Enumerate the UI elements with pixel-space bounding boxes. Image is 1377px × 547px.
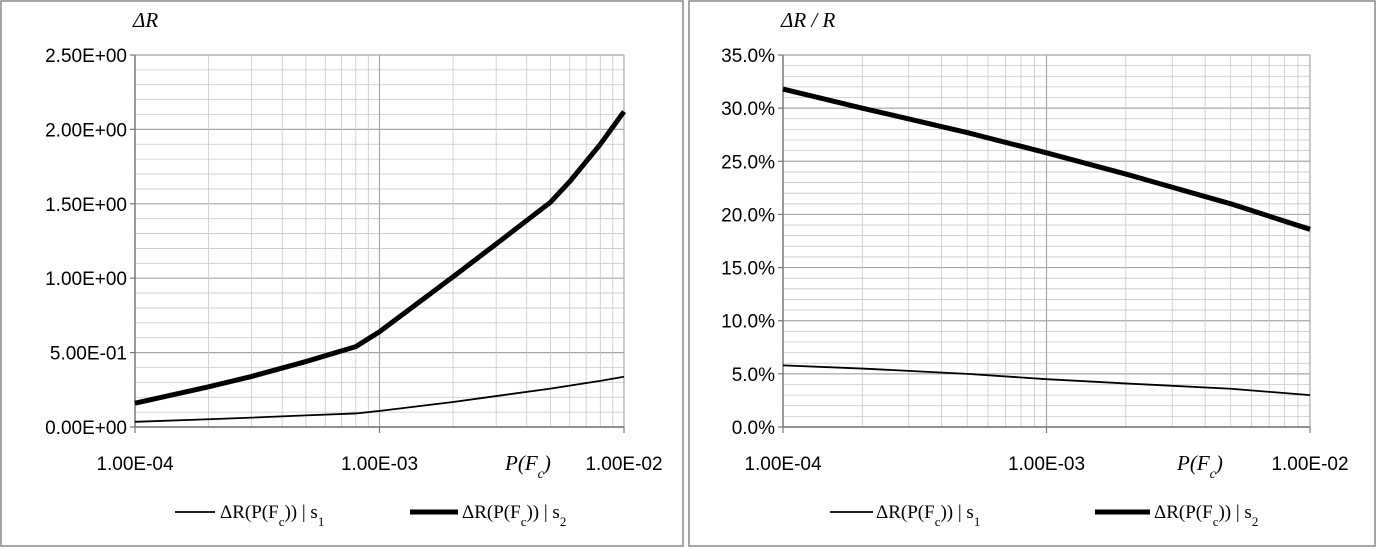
relative-delta-r-chart: 0.0% 5.0% 10.0% 15.0% 20.0% 25.0% 30.0% 35.0% 1.… (721, 8, 1348, 529)
legend-label-s1: ΔR(P(Fc)) | s1 (220, 502, 324, 529)
y-tick-label: 5.00E-01 (50, 344, 127, 365)
y-tick-label: 2.50E+00 (45, 46, 127, 67)
y-tick-label: 25.0% (721, 152, 775, 173)
legend-label-s2: ΔR(P(Fc)) | s2 (462, 502, 566, 529)
y-axis-label: ΔR (132, 8, 158, 32)
x-axis-label: P(Fc) (1176, 451, 1223, 482)
right-panel-frame (688, 0, 1376, 547)
delta-r-chart: 0.00E+00 5.00E-01 1.00E+00 1.50E+00 2.00E+00… (45, 8, 662, 529)
x-tick-label: 1.00E-03 (1008, 454, 1085, 475)
y-tick-label: 15.0% (721, 259, 775, 280)
x-axis-label: P(Fc) (504, 451, 551, 482)
y-tick-label: 0.0% (732, 418, 775, 439)
y-axis-label: ΔR / R (780, 8, 835, 32)
legend-label-s2: ΔR(P(Fc)) | s2 (1154, 502, 1258, 529)
x-tick-label: 1.00E-04 (744, 454, 822, 475)
y-tick-label: 30.0% (721, 99, 775, 120)
y-tick-label: 10.0% (721, 312, 775, 333)
left-panel-frame (0, 0, 684, 547)
y-tick-label: 0.00E+00 (45, 418, 127, 439)
y-tick-label: 1.00E+00 (45, 269, 127, 290)
y-tick-label: 20.0% (721, 205, 775, 226)
series-line-s1 (134, 375, 625, 423)
grid (782, 54, 1311, 428)
x-tick-label: 1.00E-02 (1271, 454, 1348, 475)
series-line-s1 (782, 364, 1311, 397)
grid (134, 54, 625, 428)
y-tick-label: 35.0% (721, 46, 775, 67)
y-tick-label: 2.00E+00 (45, 120, 127, 141)
x-tick-label: 1.00E-03 (341, 454, 418, 475)
y-tick-label: 1.50E+00 (45, 195, 127, 216)
x-tick-label: 1.00E-04 (96, 454, 174, 475)
series-line-s2 (782, 86, 1311, 232)
y-tick-label: 5.0% (732, 365, 775, 386)
series-line-s2 (134, 110, 627, 406)
x-tick-label: 1.00E-02 (585, 454, 662, 475)
legend-label-s1: ΔR(P(Fc)) | s1 (876, 502, 980, 529)
